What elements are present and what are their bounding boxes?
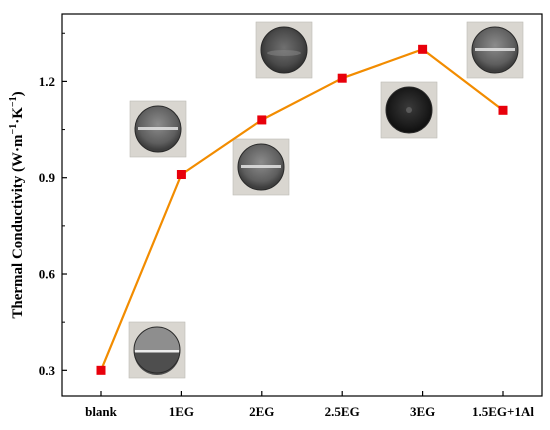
plot-area: 0.3 0.6 0.9 1.2 blank 1EG 2EG 2.5EG 3EG 1.5EG+1Al…: [8, 13, 543, 419]
x-tick-label: 3EG: [410, 404, 435, 419]
y-axis-title-sup: −1: [8, 124, 19, 135]
data-point-2eg: [257, 115, 267, 125]
sample-photo-1eg: [129, 100, 187, 158]
y-axis-title-part: Thermal Conductivity (W·m: [10, 134, 26, 319]
y-axis-title-sup: −1: [8, 96, 19, 107]
x-tick-label: 1.5EG+1Al: [472, 404, 534, 419]
sample-photo-blank: [128, 321, 186, 379]
y-tick-label: 0.6: [39, 267, 56, 282]
data-point-blank: [96, 365, 106, 375]
y-axis-title: Thermal Conductivity (W·m−1·K−1): [8, 91, 26, 318]
data-point-15eg1al: [498, 105, 508, 115]
data-point-25eg: [337, 73, 347, 83]
x-tick-label: 2EG: [249, 404, 274, 419]
plot-frame: [61, 13, 543, 397]
x-tick-label: 2.5EG: [325, 404, 360, 419]
y-tick-label: 0.3: [39, 363, 56, 378]
sample-photo-2eg: [232, 138, 290, 196]
y-axis-title-part: ·K: [10, 107, 26, 124]
data-point-3eg: [418, 44, 428, 54]
y-axis-title-part: ): [10, 91, 26, 96]
sample-photo-15eg1al: [466, 21, 524, 79]
y-tick-label: 1.2: [39, 74, 55, 89]
y-tick-label: 0.9: [39, 170, 56, 185]
series-line: [99, 48, 504, 371]
data-point-1eg: [176, 170, 186, 180]
x-tick-label: blank: [85, 404, 118, 419]
x-tick-label: 1EG: [169, 404, 194, 419]
sample-photo-25eg: [255, 21, 313, 79]
sample-photo-3eg: [380, 81, 438, 139]
